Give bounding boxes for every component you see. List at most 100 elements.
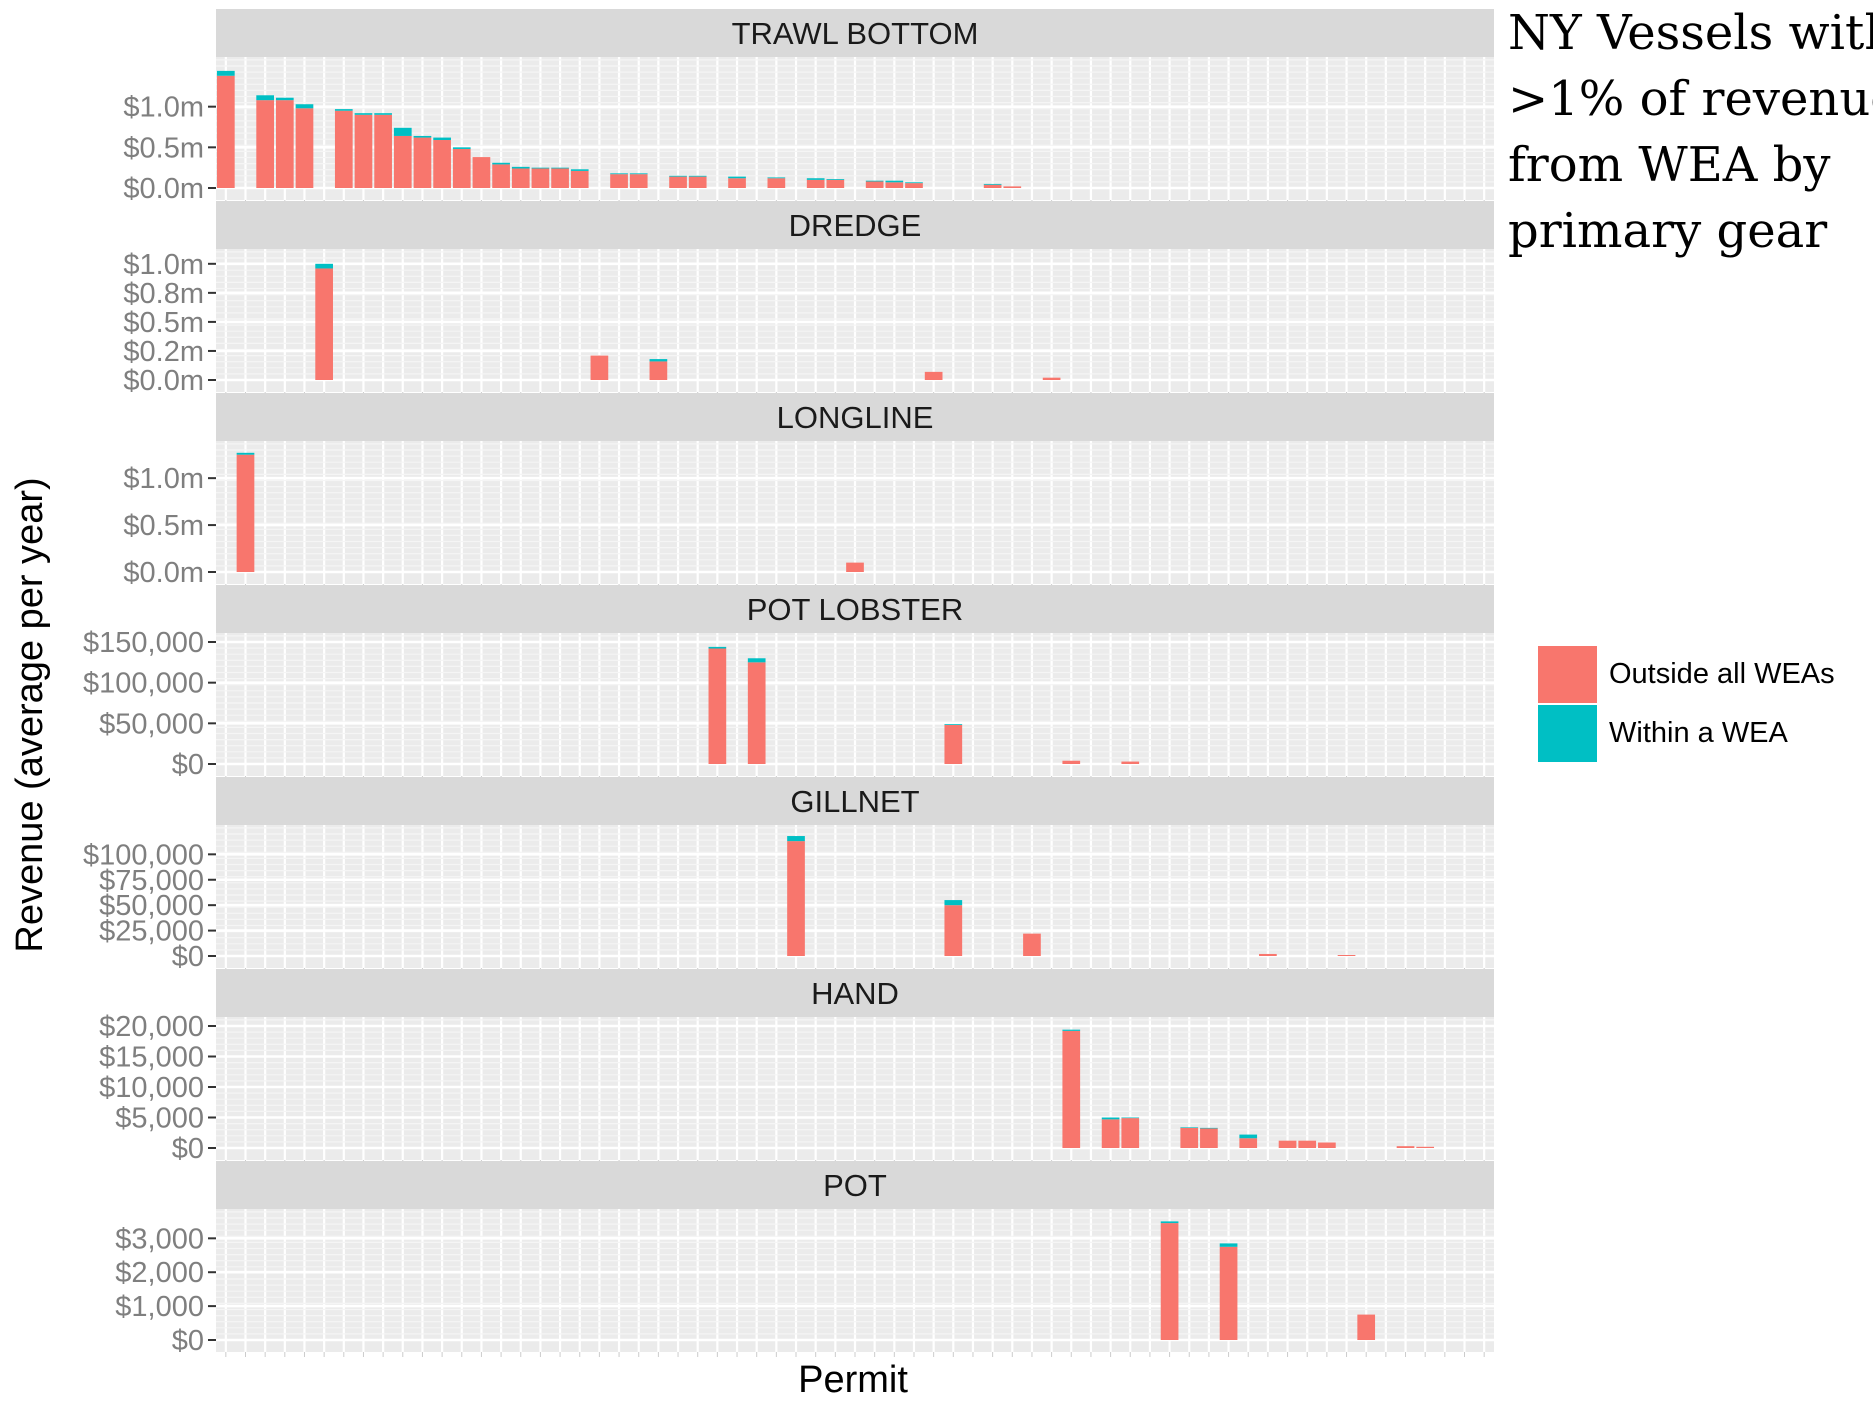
bar-within-wea	[708, 646, 727, 649]
bar-outside-wea	[787, 841, 805, 956]
facet-strip-label: LONGLINE	[777, 400, 934, 435]
legend: Outside all WEAs Within a WEA	[1538, 645, 1835, 763]
facet-strip-label: GILLNET	[790, 784, 919, 819]
bar-outside-wea	[826, 179, 845, 188]
y-tick-label: $1,000	[115, 1291, 204, 1323]
bar-outside-wea	[334, 110, 353, 188]
bar-outside-wea	[1278, 1140, 1297, 1148]
bar-outside-wea	[629, 174, 648, 188]
bar-outside-wea	[1121, 1118, 1140, 1148]
bar-within-wea	[551, 167, 569, 169]
y-axis-title: Revenue (average per year)	[9, 477, 51, 952]
bar-outside-wea	[275, 100, 294, 188]
bar-within-wea	[1160, 1221, 1179, 1224]
bar-outside-wea	[944, 905, 963, 956]
bar-outside-wea	[610, 174, 628, 188]
bar-outside-wea	[924, 371, 943, 380]
legend-swatch-within	[1538, 705, 1597, 762]
y-tick-label: $0.2m	[123, 336, 204, 368]
bar-outside-wea	[590, 355, 609, 380]
bar-outside-wea	[413, 137, 432, 188]
bar-within-wea	[334, 109, 353, 111]
bar-outside-wea	[256, 100, 275, 188]
facet-panel: LONGLINE $0.0m $0.5m $1.0m	[123, 393, 1494, 589]
bar-outside-wea	[983, 184, 1002, 188]
bar-within-wea	[492, 162, 510, 165]
bar-within-wea	[806, 178, 825, 180]
bar-within-wea	[315, 263, 333, 269]
y-tick-label: $1.0m	[123, 463, 204, 495]
bar-within-wea	[1121, 1117, 1140, 1119]
bar-within-wea	[610, 173, 628, 175]
bar-outside-wea	[374, 114, 392, 188]
legend-swatch-outside	[1538, 646, 1597, 703]
legend-label-outside: Outside all WEAs	[1609, 658, 1835, 690]
y-tick-label: $3,000	[115, 1223, 204, 1255]
y-tick-label: $0	[172, 941, 204, 973]
y-tick-label: $50,000	[99, 890, 204, 922]
bar-within-wea	[256, 95, 275, 101]
chart-title-line: >1% of revenue	[1508, 71, 1873, 127]
chart-title: NY Vessels with >1% of revenue from WEA …	[1508, 0, 1873, 264]
bar-within-wea	[393, 127, 412, 136]
bar-within-wea	[1219, 1243, 1238, 1247]
bar-within-wea	[865, 180, 884, 182]
bar-outside-wea	[1259, 953, 1277, 956]
bar-outside-wea	[315, 268, 333, 380]
bar-outside-wea	[433, 140, 451, 188]
bar-outside-wea	[728, 178, 746, 188]
legend-label-within: Within a WEA	[1609, 717, 1788, 749]
bar-within-wea	[452, 147, 471, 149]
bar-outside-wea	[1062, 760, 1081, 764]
bar-outside-wea	[649, 361, 668, 380]
bar-outside-wea	[1239, 1138, 1258, 1148]
bar-outside-wea	[1101, 1119, 1120, 1148]
legend-item-outside: Outside all WEAs	[1538, 645, 1835, 704]
facet-panel: DREDGE $0.0m$0.2m$0.5m$0.8m$1.0m	[123, 201, 1494, 397]
bar-within-wea	[433, 137, 451, 141]
facet-strip	[216, 1161, 1494, 1209]
bar-within-wea	[826, 179, 845, 180]
bar-outside-wea	[216, 75, 235, 188]
y-tick-label: $25,000	[99, 916, 204, 948]
bar-outside-wea	[1160, 1223, 1179, 1340]
facet-strip	[216, 201, 1494, 249]
y-tick-label: $0.5m	[123, 132, 204, 164]
bar-within-wea	[649, 359, 668, 362]
bar-outside-wea	[354, 114, 373, 188]
bar-outside-wea	[1416, 1146, 1435, 1148]
bar-within-wea	[944, 900, 963, 906]
facet-strip	[216, 777, 1494, 825]
y-tick-label: $5,000	[115, 1103, 204, 1135]
y-tick-label: $0.0m	[123, 173, 204, 205]
y-tick-label: $150,000	[83, 627, 204, 659]
facet-strip-label: POT LOBSTER	[747, 592, 964, 627]
bar-within-wea	[354, 113, 373, 115]
y-tick-label: $0.5m	[123, 510, 204, 542]
bar-outside-wea	[806, 179, 825, 188]
bar-within-wea	[275, 97, 294, 101]
y-tick-label: $2,000	[115, 1257, 204, 1289]
bar-within-wea	[885, 180, 904, 183]
facet-strip-label: HAND	[811, 976, 899, 1011]
bar-outside-wea	[531, 168, 550, 188]
bar-within-wea	[905, 182, 923, 184]
legend-item-within: Within a WEA	[1538, 704, 1835, 763]
facet-strip	[216, 9, 1494, 57]
facet-strip	[216, 393, 1494, 441]
bar-outside-wea	[1318, 1142, 1336, 1148]
bar-outside-wea	[767, 178, 786, 188]
bar-outside-wea	[1042, 377, 1061, 380]
bar-outside-wea	[1219, 1246, 1238, 1340]
facet-strip	[216, 969, 1494, 1017]
bar-outside-wea	[688, 176, 707, 188]
y-tick-label: $0.5m	[123, 307, 204, 339]
bar-outside-wea	[1003, 186, 1022, 188]
bar-within-wea	[747, 658, 766, 663]
bar-outside-wea	[1062, 1030, 1081, 1148]
bar-within-wea	[236, 452, 255, 455]
bar-within-wea	[295, 104, 314, 109]
bar-outside-wea	[551, 168, 569, 188]
facet-panel: POT $0$1,000$2,000$3,000	[115, 1161, 1494, 1357]
y-tick-label: $50,000	[99, 708, 204, 740]
